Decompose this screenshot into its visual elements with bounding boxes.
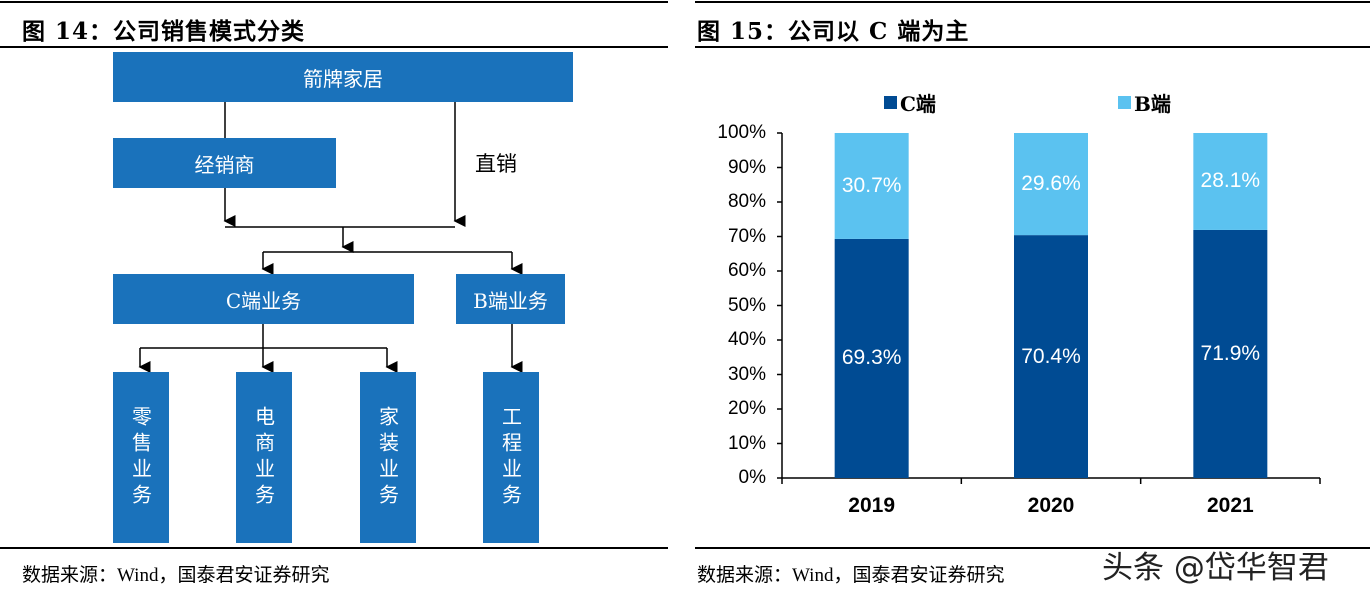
x-tick-label: 2021 xyxy=(1206,494,1254,517)
label-direct: 直销 xyxy=(475,152,517,176)
footer-rule xyxy=(0,547,668,549)
y-tick-label: 10% xyxy=(727,432,766,454)
y-tick-label: 60% xyxy=(727,260,766,281)
y-tick-label: 20% xyxy=(727,398,766,419)
watermark: 头条 @岱华智君 xyxy=(1102,550,1329,586)
header-top-rule-right xyxy=(695,1,1370,3)
legend-c: C端 xyxy=(884,88,936,117)
y-tick-label: 70% xyxy=(727,225,766,247)
diagram-connectors xyxy=(138,102,523,373)
node-ecommerce: 电商业务 xyxy=(236,372,292,543)
figure-15-title: 图 15：公司以 C 端为主 xyxy=(697,18,970,45)
source-right: 数据来源：Wind，国泰君安证券研究 xyxy=(697,565,1005,586)
y-tick-label: 50% xyxy=(727,294,766,316)
data-label: 71.9% xyxy=(1200,341,1261,365)
bar-c-2020 xyxy=(1014,235,1088,478)
bar-c-2019 xyxy=(834,238,909,478)
x-tick-label: 2019 xyxy=(848,494,896,517)
data-label: 30.7% xyxy=(841,173,902,197)
legend-b: B端 xyxy=(1118,88,1171,117)
bar-c-2021 xyxy=(1193,229,1268,478)
y-tick-label: 30% xyxy=(727,363,766,385)
x-tick-label: 2020 xyxy=(1027,494,1075,517)
node-engineering: 工程业务 xyxy=(483,372,539,543)
node-dealer: 经销商 xyxy=(113,138,336,188)
bar-b-2021 xyxy=(1193,133,1268,230)
data-label: 28.1% xyxy=(1200,169,1261,193)
legend-label-c: C端 xyxy=(900,92,936,116)
bar-b-2019 xyxy=(834,133,909,239)
legend-label-b: B端 xyxy=(1134,92,1171,116)
node-b-business: B端业务 xyxy=(456,274,565,324)
source-left: 数据来源：Wind，国泰君安证券研究 xyxy=(22,565,330,586)
legend-swatch-c xyxy=(884,96,897,109)
y-tick-label: 80% xyxy=(727,191,766,212)
node-root: 箭牌家居 xyxy=(113,52,573,102)
header-top-rule xyxy=(0,1,668,3)
bar-b-2020 xyxy=(1014,133,1088,236)
node-home-decor: 家装业务 xyxy=(360,372,416,543)
data-label: 29.6% xyxy=(1021,172,1081,196)
data-label: 70.4% xyxy=(1021,344,1081,368)
header-bottom-rule-right xyxy=(695,46,1370,48)
node-c-business: C端业务 xyxy=(113,274,414,324)
node-retail: 零售业务 xyxy=(113,372,169,543)
y-tick-label: 90% xyxy=(727,156,766,178)
data-label: 69.3% xyxy=(841,346,902,370)
legend-swatch-b xyxy=(1118,96,1131,109)
header-bottom-rule xyxy=(0,46,668,48)
y-tick-label: 0% xyxy=(738,467,766,488)
y-tick-label: 100% xyxy=(717,122,766,143)
figure-14-title: 图 14：公司销售模式分类 xyxy=(22,18,306,45)
y-tick-label: 40% xyxy=(727,329,766,350)
footer-rule-right xyxy=(695,547,1370,549)
